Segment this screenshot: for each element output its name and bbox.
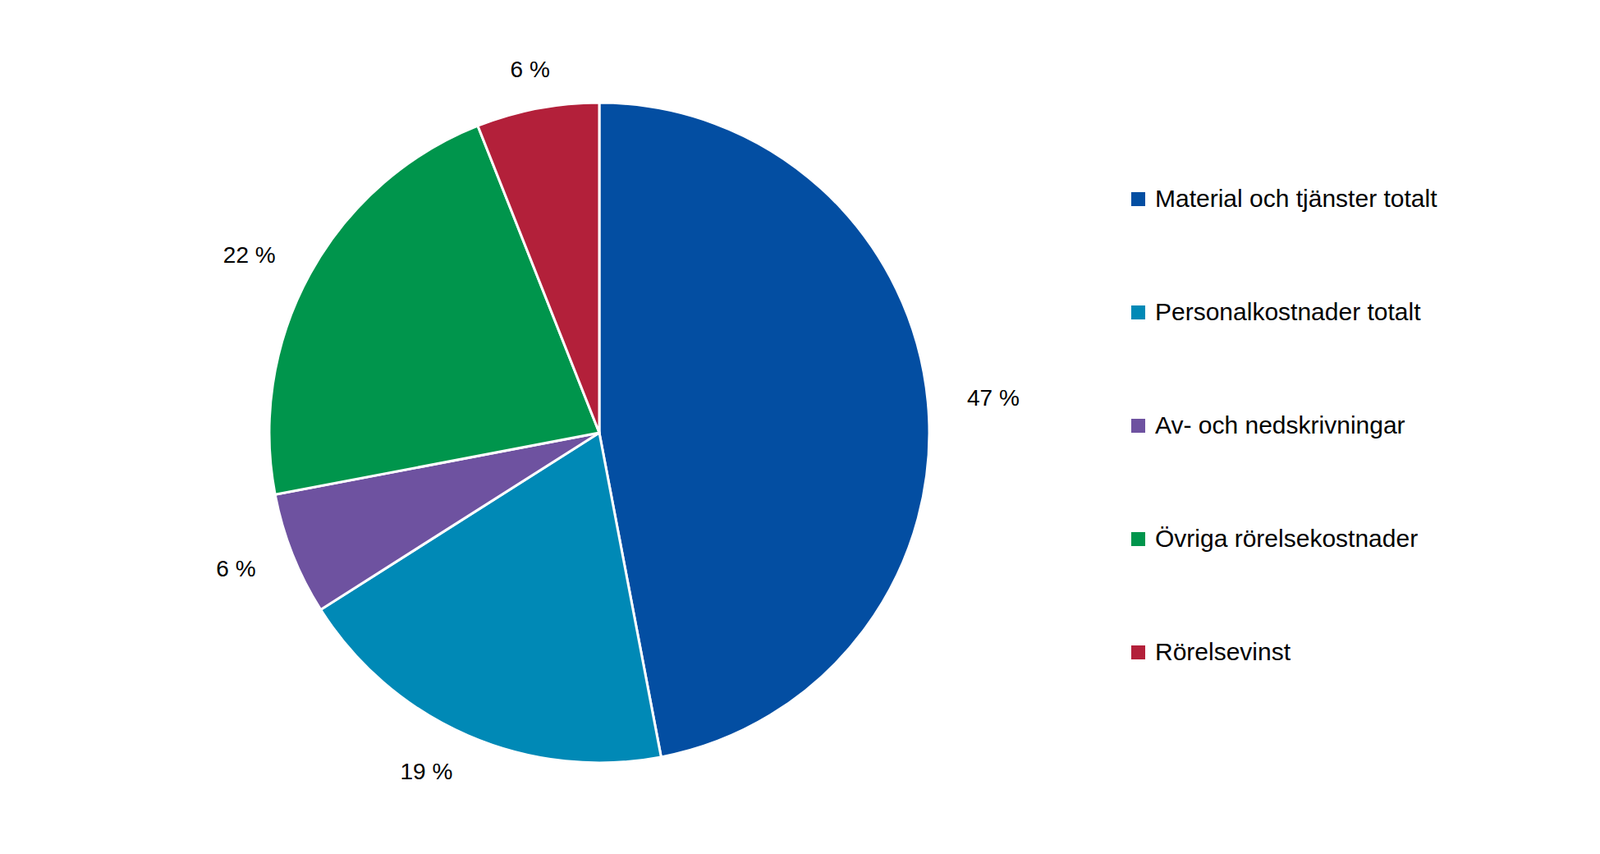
html-text:Personalkostnader totalt: Personalkostnader totalt	[1155, 297, 1421, 326]
svg-text:47 %: 47 %	[967, 385, 1020, 411]
html-text:Av- och nedskrivningar: Av- och nedskrivningar	[1155, 411, 1406, 439]
html-text:Övriga rörelsekostnader: Övriga rörelsekostnader	[1155, 524, 1418, 552]
svg-text:6 %: 6 %	[215, 555, 256, 582]
html-text:Rörelsevinst: Rörelsevinst	[1155, 637, 1291, 665]
svg-text:22 %: 22 %	[223, 242, 276, 268]
svg-text:19 %: 19 %	[399, 758, 453, 784]
svg-text:6 %: 6 %	[510, 56, 551, 83]
html-text:Material och tjänster totalt: Material och tjänster totalt	[1155, 184, 1438, 212]
